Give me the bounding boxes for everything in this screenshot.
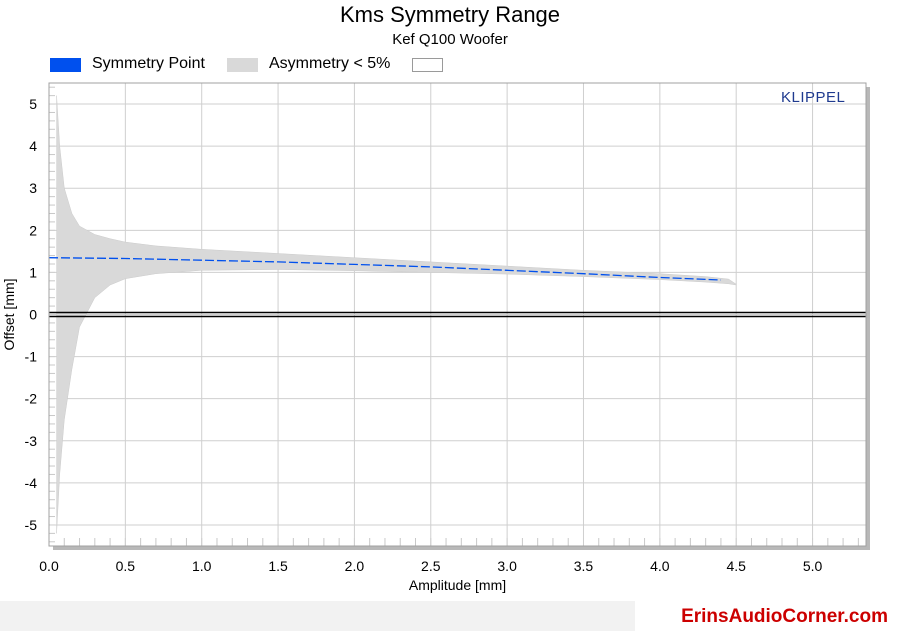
y-tick-label: 1 xyxy=(29,264,37,280)
asymmetry-band xyxy=(56,95,737,534)
plot-border xyxy=(48,82,867,547)
legend-label-asymmetry: Asymmetry < 5% xyxy=(269,55,391,72)
x-tick-label: 2.0 xyxy=(345,558,365,574)
x-tick-label: 1.5 xyxy=(268,558,288,574)
chart-subtitle: Kef Q100 Woofer xyxy=(392,31,508,48)
symmetry-point-line xyxy=(48,257,721,281)
legend-swatch-empty xyxy=(412,58,443,72)
x-tick-label: 4.0 xyxy=(650,558,670,574)
y-tick-label: -3 xyxy=(25,433,38,449)
x-tick-label: 0.0 xyxy=(39,558,59,574)
legend-swatch-symmetry xyxy=(50,58,81,72)
x-axis-label: Amplitude [mm] xyxy=(409,577,506,593)
footer-brand-box xyxy=(635,601,900,631)
y-tick-label: 4 xyxy=(29,138,37,154)
y-tick-label: -5 xyxy=(25,517,38,533)
chart-svg: 0.0 0.5 1.0 1.5 2.0 2.5 3.0 3.5 4.0 4.5 5.0 5 4 3 2 1 0 -… xyxy=(1,82,870,593)
x-tick-label: 2.5 xyxy=(421,558,441,574)
y-tick-label: 2 xyxy=(29,222,37,238)
x-tick-label: 3.0 xyxy=(497,558,517,574)
x-tick-label: 4.5 xyxy=(726,558,746,574)
x-tick-label: 1.0 xyxy=(192,558,212,574)
y-tick-label: 3 xyxy=(29,180,37,196)
y-tick-label: 0 xyxy=(29,307,37,323)
legend-swatch-asymmetry xyxy=(227,58,258,72)
y-tick-label: -1 xyxy=(25,349,38,365)
y-tick-label: -4 xyxy=(25,475,38,491)
y-tick-label: -2 xyxy=(25,391,38,407)
footer-brand-text: ErinsAudioCorner.com xyxy=(681,606,888,627)
klippel-watermark: KLIPPEL xyxy=(781,89,846,106)
legend-label-symmetry: Symmetry Point xyxy=(92,55,205,72)
x-tick-label: 0.5 xyxy=(116,558,136,574)
y-axis-label: Offset [mm] xyxy=(1,278,17,350)
y-tick-label: 5 xyxy=(29,96,37,112)
x-tick-label: 5.0 xyxy=(803,558,823,574)
x-tick-label: 3.5 xyxy=(574,558,594,574)
chart-title: Kms Symmetry Range xyxy=(339,2,561,27)
